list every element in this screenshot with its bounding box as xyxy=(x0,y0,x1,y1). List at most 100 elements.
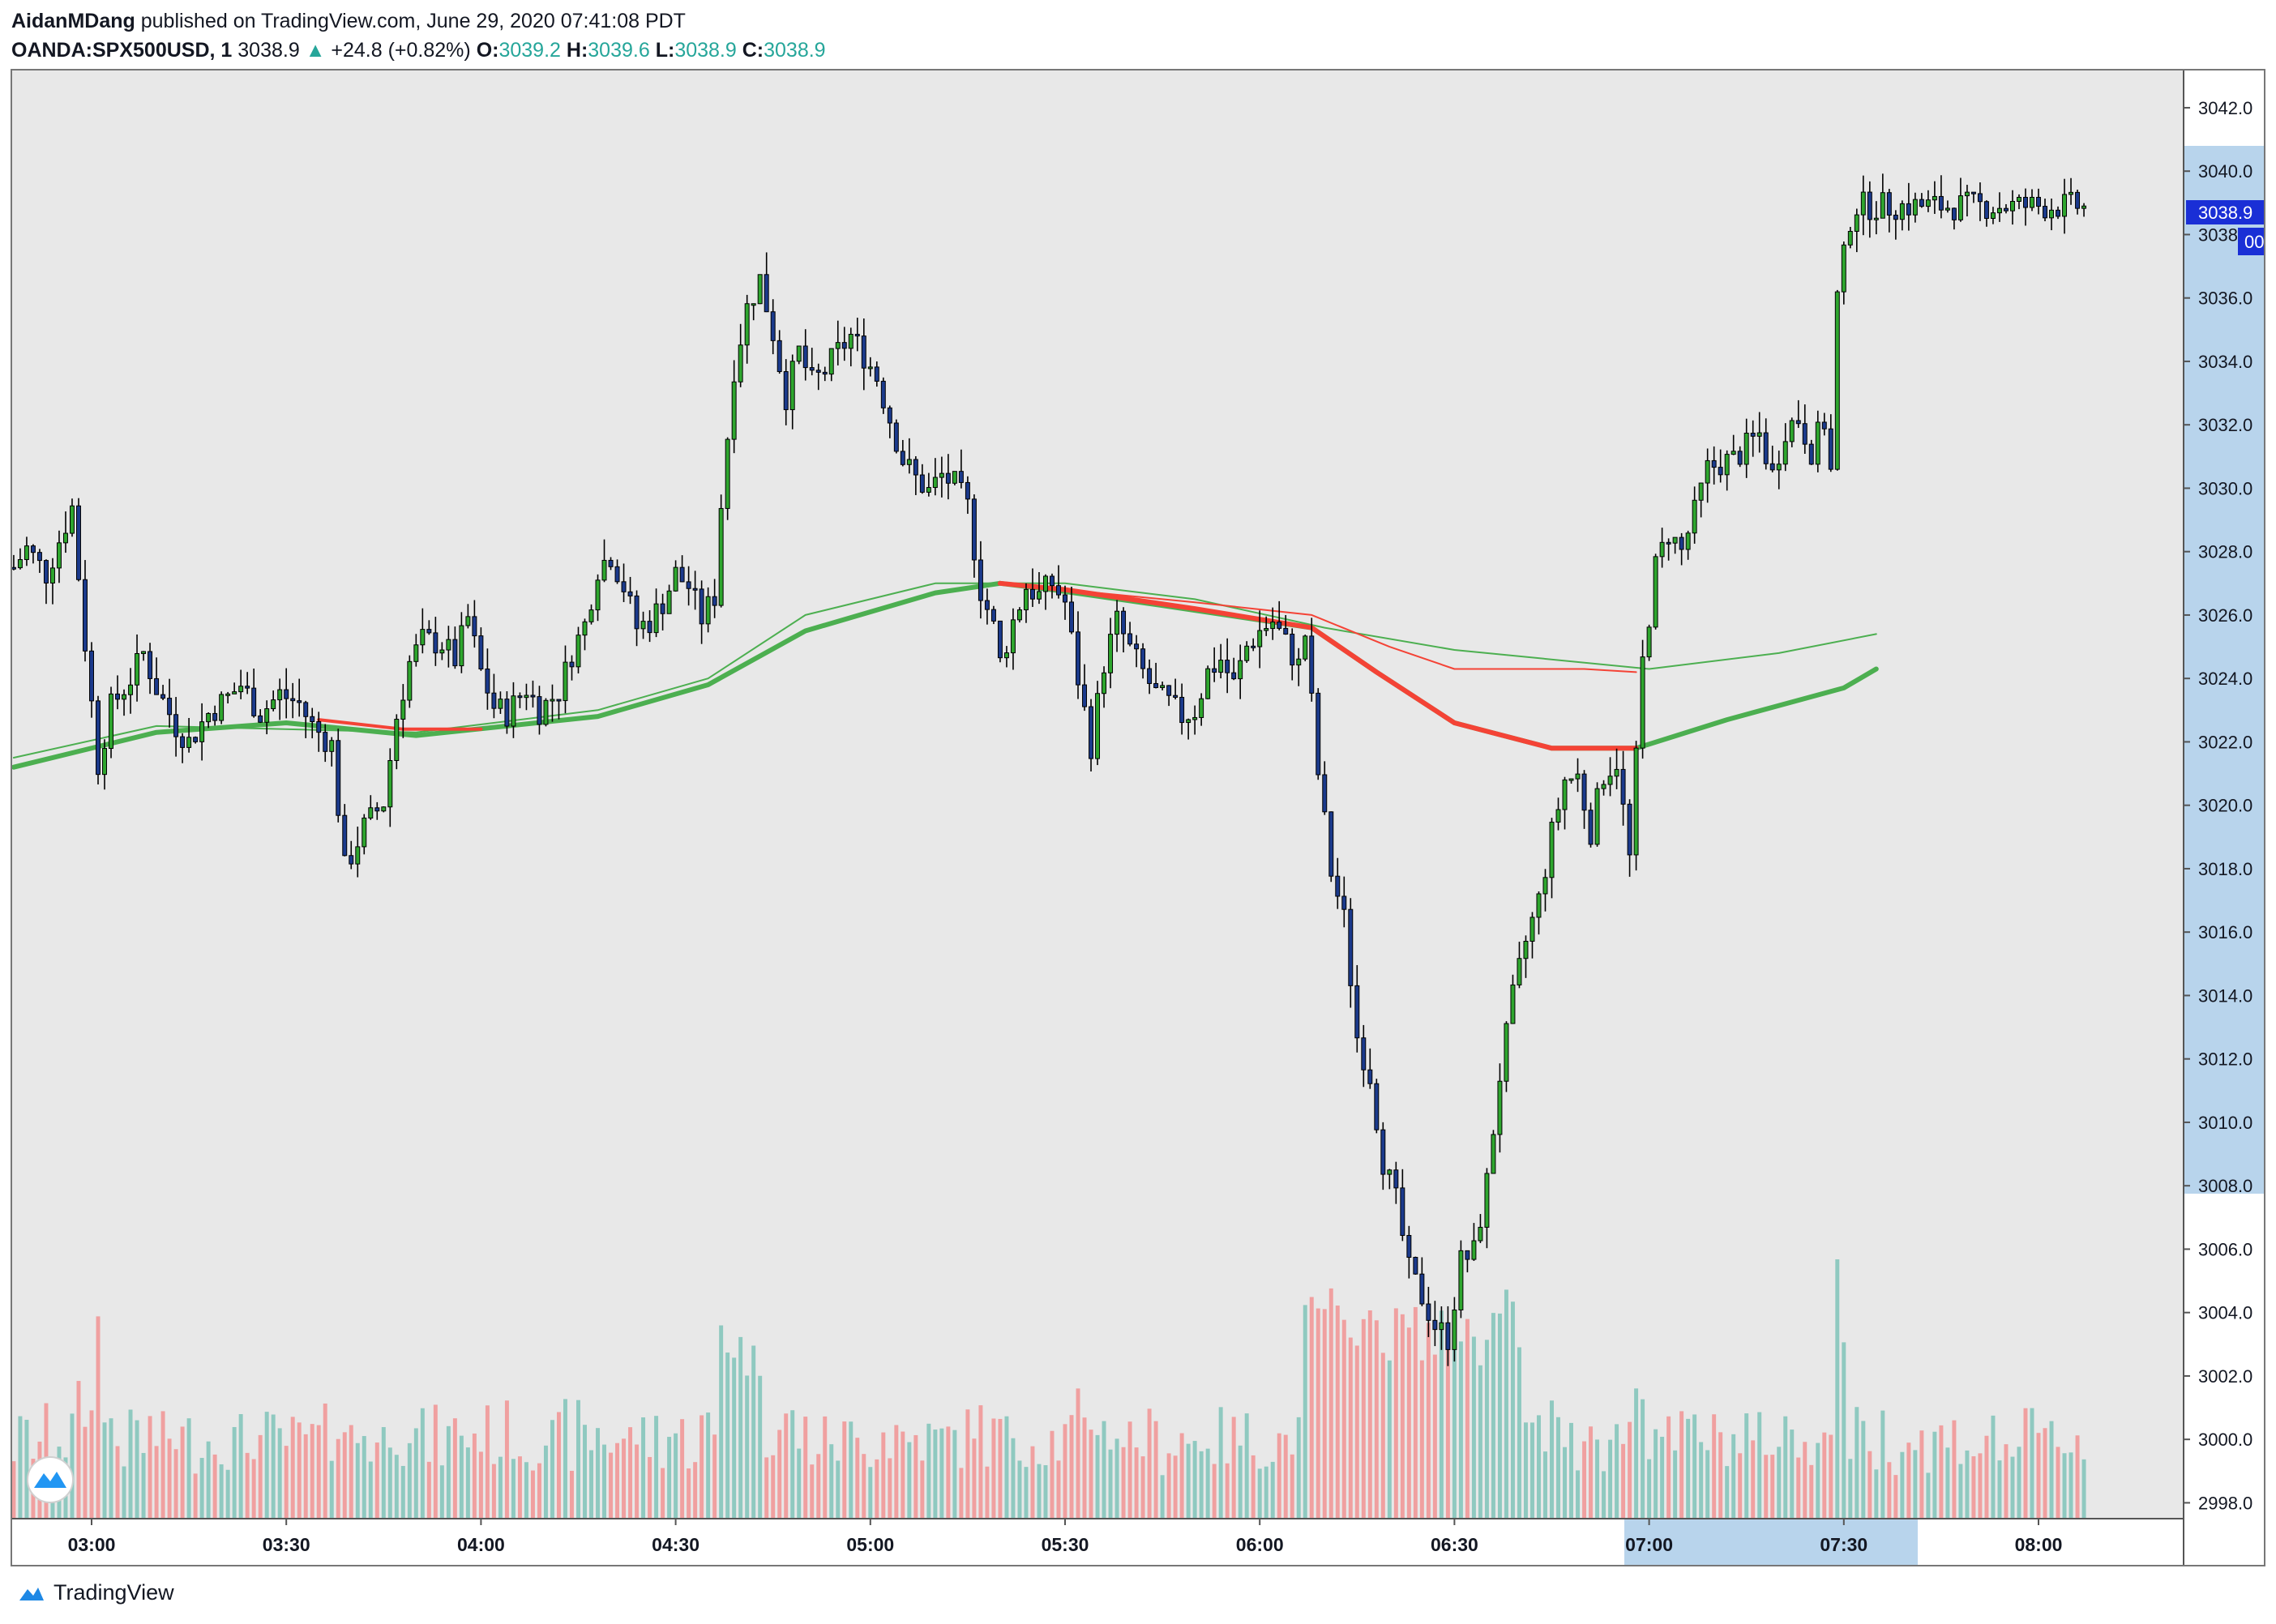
candle-body xyxy=(407,660,413,701)
candle-body xyxy=(1374,1083,1380,1130)
volume-bar xyxy=(135,1420,139,1519)
volume-bar xyxy=(1335,1306,1340,1519)
price-tick-label: 3024.0 xyxy=(2198,669,2252,689)
volume-bar xyxy=(907,1442,912,1519)
volume-bar xyxy=(264,1412,269,1519)
volume-bar xyxy=(225,1469,230,1519)
time-axis[interactable]: 03:00 03:30 04:00 04:30 05:00 05:30 06:00 06:30… xyxy=(68,1519,2063,1555)
price-tick-label: 3016.0 xyxy=(2198,922,2252,942)
candle-body xyxy=(43,560,49,583)
candle-body xyxy=(374,807,380,812)
candle-body xyxy=(822,371,828,375)
candle-body xyxy=(336,740,341,816)
candle-body xyxy=(627,591,633,596)
volume-bar xyxy=(583,1425,587,1519)
candles xyxy=(11,173,2087,1366)
candle-body xyxy=(1491,1134,1496,1174)
candle-body xyxy=(1854,214,1859,232)
volume-bar xyxy=(11,1461,16,1519)
volume-bar xyxy=(648,1456,652,1519)
volume-bar xyxy=(1179,1433,1184,1519)
candle-body xyxy=(1517,958,1522,985)
candle-body xyxy=(692,588,698,591)
volume-bar xyxy=(206,1441,211,1519)
candle-body xyxy=(913,459,918,476)
candle-body xyxy=(647,621,652,634)
candle-body xyxy=(2003,207,2009,212)
volume-bar xyxy=(1517,1347,1521,1519)
candle-body xyxy=(744,303,750,346)
volume-bar xyxy=(238,1413,243,1519)
price-axis[interactable]: 3042.03040.03038.03036.03034.03032.03030… xyxy=(2184,98,2252,1513)
volume-bar xyxy=(959,1468,964,1519)
volume-bar xyxy=(1777,1447,1782,1519)
candle-body xyxy=(1847,230,1853,246)
candle-body xyxy=(893,422,899,452)
candle-body xyxy=(355,846,361,865)
candle-body xyxy=(699,588,704,625)
volume-bar xyxy=(387,1447,392,1519)
candle-body xyxy=(180,736,186,748)
volume-bar xyxy=(1705,1450,1710,1519)
candle-body xyxy=(880,380,886,408)
volume-bar xyxy=(251,1459,256,1519)
volume-bar xyxy=(920,1460,925,1519)
candle-body xyxy=(1925,199,1931,207)
volume-bar xyxy=(1121,1447,1126,1519)
volume-bar xyxy=(1764,1455,1769,1519)
volume-bar xyxy=(232,1426,237,1519)
volume-bar xyxy=(991,1418,996,1519)
volume-bar xyxy=(537,1463,541,1519)
volume-bar xyxy=(1322,1309,1327,1519)
plot-area[interactable] xyxy=(11,70,2184,1519)
candle-body xyxy=(1919,199,1924,207)
candle-body xyxy=(49,567,55,583)
volume-bar xyxy=(199,1458,204,1519)
volume-bar xyxy=(1602,1471,1606,1519)
volume-bar xyxy=(823,1416,828,1519)
candle-body xyxy=(1322,774,1328,813)
candle-body xyxy=(297,700,302,703)
candle-body xyxy=(1277,622,1282,629)
candle-body xyxy=(1815,421,1820,465)
volume-bar xyxy=(589,1450,593,1519)
candle-body xyxy=(537,696,542,725)
volume-bar xyxy=(1076,1388,1080,1519)
volume-bar xyxy=(1037,1464,1042,1519)
candle-body xyxy=(2023,196,2028,208)
candle-body xyxy=(1983,201,1989,220)
candle-body xyxy=(984,600,990,610)
volume-bar xyxy=(511,1459,516,1519)
tradingview-badge[interactable] xyxy=(27,1456,74,1503)
author-name[interactable]: AidanMDang xyxy=(11,10,135,32)
volume-bar xyxy=(1341,1319,1346,1519)
volume-bar xyxy=(1913,1450,1918,1519)
candle-body xyxy=(640,621,646,630)
volume-bar xyxy=(1231,1417,1236,1519)
volume-bar xyxy=(615,1442,620,1519)
candle-body xyxy=(387,760,393,808)
candle-body xyxy=(394,718,400,762)
candle-body xyxy=(148,651,153,679)
volume-bar xyxy=(1790,1430,1795,1519)
volume-bar xyxy=(83,1426,88,1519)
volume-bar xyxy=(888,1458,892,1519)
volume-bar xyxy=(1354,1345,1359,1519)
candle-body xyxy=(1964,191,1970,197)
volume-bar xyxy=(829,1444,834,1519)
volume-bar xyxy=(2030,1408,2034,1519)
volume-bar xyxy=(1043,1465,1048,1519)
candle-body xyxy=(1036,591,1042,600)
volume-bar xyxy=(394,1455,399,1519)
volume-bar xyxy=(342,1432,347,1519)
time-tick-label: 04:00 xyxy=(457,1534,505,1555)
candle-body xyxy=(939,472,944,478)
volume-bar xyxy=(881,1432,886,1519)
volume-bar xyxy=(1991,1415,1996,1519)
volume-bar xyxy=(563,1399,567,1519)
candle-body xyxy=(835,342,841,349)
volume-bar xyxy=(797,1448,802,1519)
price-axis-highlight xyxy=(2184,146,2265,1194)
volume-bar xyxy=(362,1436,366,1519)
